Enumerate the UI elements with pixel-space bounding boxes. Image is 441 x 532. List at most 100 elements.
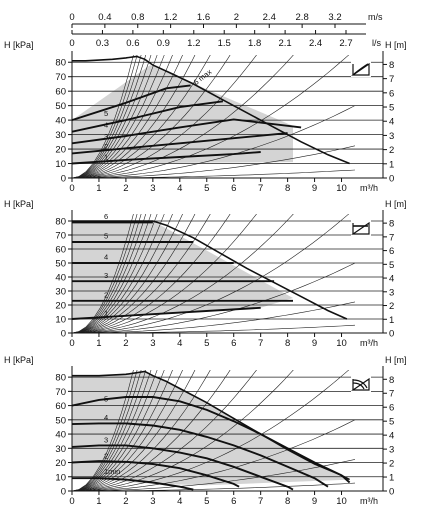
y-tick-label-right: 8 xyxy=(389,60,394,71)
x-tick-label: 9 xyxy=(312,183,317,194)
y-axis-title-left: H [kPa] xyxy=(4,40,34,50)
ls-unit-label: l/s xyxy=(372,38,382,48)
y-tick-label-right: 7 xyxy=(389,232,394,243)
x-tick-label: 4 xyxy=(177,496,182,507)
series-line-1min xyxy=(72,477,194,491)
system-curve xyxy=(72,55,231,178)
y-tick-label-left: 50 xyxy=(55,415,66,426)
series-label: 4 xyxy=(104,121,108,130)
x-tick-label: 10 xyxy=(336,496,347,507)
ms-tick-label: 2.8 xyxy=(296,12,309,23)
max-curve xyxy=(72,55,350,165)
constant-pressure-icon xyxy=(351,220,371,236)
system-curve xyxy=(72,214,138,333)
y-tick-label-left: 60 xyxy=(55,401,66,412)
system-curve xyxy=(72,459,355,491)
x-tick-label: 2 xyxy=(123,183,128,194)
y-tick-label-left: 70 xyxy=(55,72,66,83)
y-tick-label-right: 6 xyxy=(389,403,394,414)
system-curve xyxy=(72,370,165,491)
x-tick-label: 4 xyxy=(177,338,182,349)
system-curve xyxy=(72,370,134,491)
ms-tick-label: 0.4 xyxy=(98,12,111,23)
ls-tick-label: 1.8 xyxy=(248,38,261,49)
ms-tick-label: 2 xyxy=(234,12,239,23)
system-curve xyxy=(72,370,183,491)
y-tick-label-left: 0 xyxy=(61,329,66,340)
series-label: 5 xyxy=(104,232,108,241)
series-line-1 xyxy=(72,306,261,320)
x-tick-label: 7 xyxy=(258,183,263,194)
ls-tick-label: 2.4 xyxy=(309,38,322,49)
y-axis-title-right: H [m] xyxy=(385,355,407,365)
y-tick-label-right: 4 xyxy=(389,431,394,442)
system-curve xyxy=(72,262,355,333)
series-line-2 xyxy=(72,132,288,155)
icon-curve xyxy=(353,63,369,75)
y-axis-title-left: H [kPa] xyxy=(4,199,34,209)
x-tick-label: 1 xyxy=(96,496,101,507)
system-curve xyxy=(72,55,183,178)
y-tick-label-right: 3 xyxy=(389,131,394,142)
series-label: 2 xyxy=(104,451,108,460)
y-tick-label-right: 7 xyxy=(389,389,394,400)
y-tick-label-right: 3 xyxy=(389,445,394,456)
ms-tick-label: 1.2 xyxy=(164,12,177,23)
y-tick-label-right: 2 xyxy=(389,459,394,470)
system-curve xyxy=(72,370,173,491)
y-tick-label-left: 10 xyxy=(55,315,66,326)
series-line-5 xyxy=(72,84,191,122)
ls-tick-label: 0.3 xyxy=(96,38,109,49)
series-line-3 xyxy=(72,118,302,145)
system-curve xyxy=(72,55,152,178)
x-tick-label: 6 xyxy=(231,338,236,349)
x-axis-title: m³/h xyxy=(360,183,378,193)
system-curve xyxy=(72,214,147,333)
system-curve xyxy=(72,214,211,333)
system-curve xyxy=(72,301,355,333)
system-curve xyxy=(72,214,142,333)
y-tick-label-right: 2 xyxy=(389,301,394,312)
system-curve xyxy=(72,214,350,333)
ms-tick-label: 1.6 xyxy=(197,12,210,23)
operating-region xyxy=(72,221,293,319)
series-line-4 xyxy=(72,100,224,133)
y-tick-label-right: 5 xyxy=(389,417,394,428)
series-line-2 xyxy=(72,460,240,488)
series-line-3 xyxy=(72,444,294,491)
series-label: 1 xyxy=(104,152,108,161)
system-curve xyxy=(72,55,173,178)
y-tick-label-left: 20 xyxy=(55,458,66,469)
icon-curve-a xyxy=(352,379,368,389)
system-curve xyxy=(72,370,196,491)
series-label: 4 xyxy=(104,413,108,422)
x-tick-label: 2 xyxy=(123,338,128,349)
y-tick-label-left: 10 xyxy=(55,472,66,483)
system-curve xyxy=(72,419,355,491)
y-tick-label-left: 70 xyxy=(55,231,66,242)
y-tick-label-left: 40 xyxy=(55,430,66,441)
ms-tick-label: 0.8 xyxy=(131,12,144,23)
y-tick-label-right: 1 xyxy=(389,473,394,484)
y-tick-label-right: 4 xyxy=(389,117,394,128)
x-tick-label: 6 xyxy=(231,496,236,507)
x-tick-label: 3 xyxy=(150,496,155,507)
y-tick-label-left: 70 xyxy=(55,387,66,398)
series-label: 2 xyxy=(104,142,108,151)
y-tick-label-right: 7 xyxy=(389,74,394,85)
flow-scales: 0 0.4 0.8 1.2 1.6 2 2.4 2.8 3.2 m/s 0 0.3 0.6 0.9 1.2 1… xyxy=(69,12,383,49)
y-tick-label-left: 30 xyxy=(55,130,66,141)
series-label: 3 xyxy=(104,436,108,445)
y-tick-label-right: 0 xyxy=(389,487,394,498)
series-label: 4 xyxy=(104,253,108,262)
setting-curves xyxy=(72,396,351,491)
max-curve xyxy=(72,370,350,481)
x-tick-label: 5 xyxy=(204,338,209,349)
x-axis-title: m³/h xyxy=(360,496,378,506)
y-tick-label-right: 1 xyxy=(389,159,394,170)
series-label: 5 xyxy=(104,394,108,403)
system-curve xyxy=(72,370,211,491)
system-curve xyxy=(72,214,158,333)
